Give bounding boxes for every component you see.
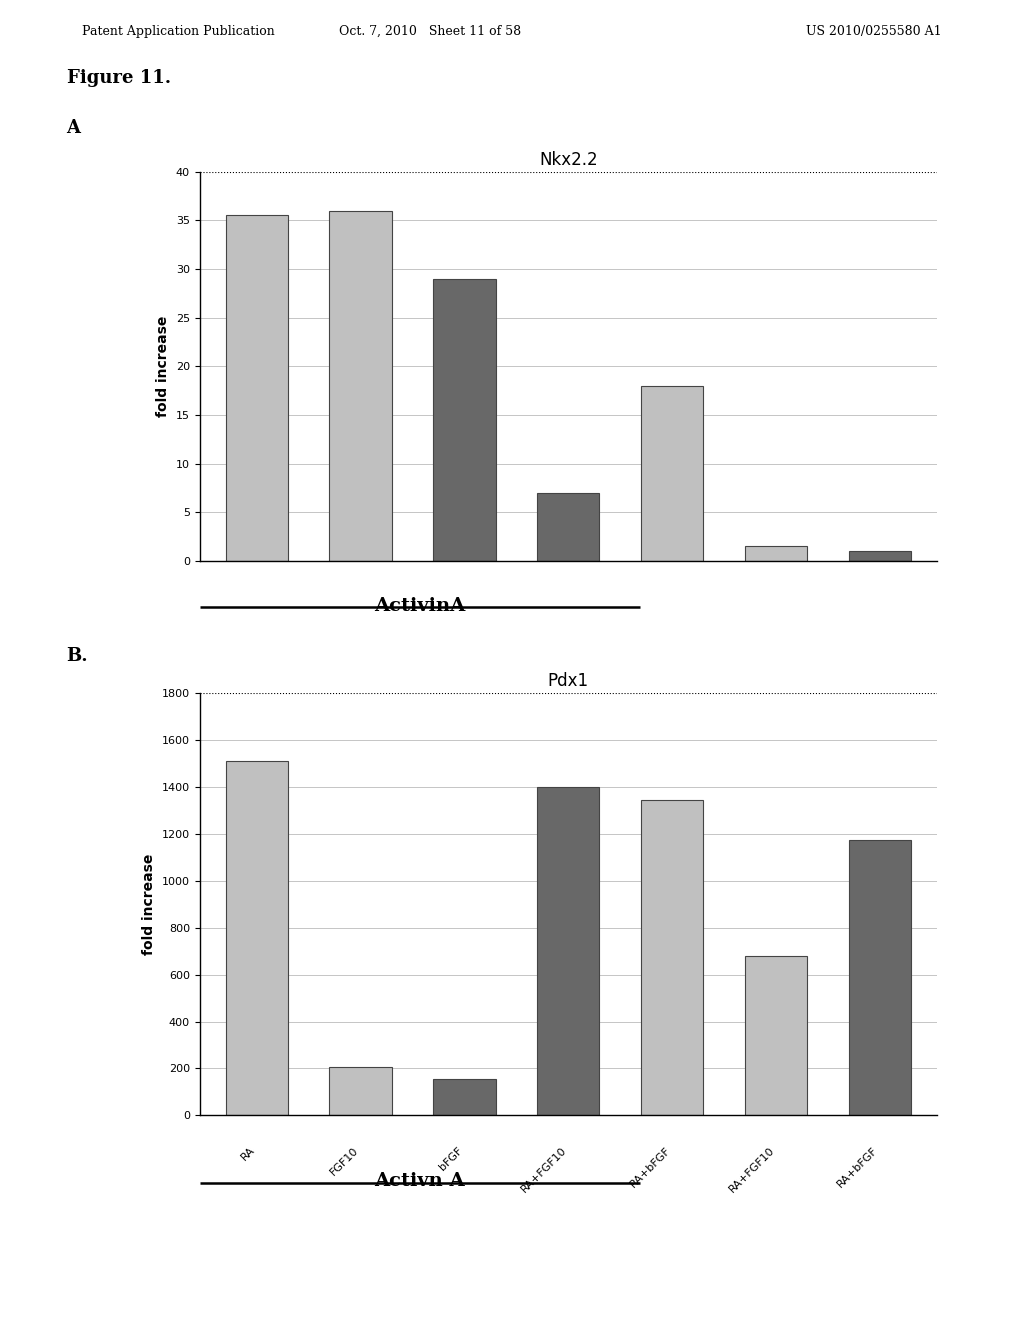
Text: Patent Application Publication: Patent Application Publication xyxy=(82,25,274,38)
Text: RA: RA xyxy=(240,1146,257,1163)
Text: RA+bFGF: RA+bFGF xyxy=(836,1146,880,1189)
Bar xyxy=(849,840,911,1115)
Bar xyxy=(433,1078,496,1115)
Bar xyxy=(641,385,703,561)
Text: RA+FGF10: RA+FGF10 xyxy=(727,1146,776,1195)
Text: A: A xyxy=(67,119,81,137)
Text: RA+bFGF: RA+bFGF xyxy=(628,1146,672,1189)
Bar xyxy=(744,546,807,561)
Text: RA+FGF10: RA+FGF10 xyxy=(519,1146,568,1195)
Text: ActivinA: ActivinA xyxy=(374,597,466,615)
Bar xyxy=(641,800,703,1115)
Bar xyxy=(225,762,288,1115)
Text: Activn A: Activn A xyxy=(375,1172,465,1191)
Bar xyxy=(433,279,496,561)
Bar xyxy=(330,1068,392,1115)
Bar xyxy=(538,492,599,561)
Y-axis label: fold increase: fold increase xyxy=(142,854,157,954)
Text: Figure 11.: Figure 11. xyxy=(67,69,171,87)
Title: Pdx1: Pdx1 xyxy=(548,672,589,690)
Bar xyxy=(538,787,599,1115)
Text: B.: B. xyxy=(67,647,88,665)
Text: bFGF: bFGF xyxy=(437,1146,465,1172)
Text: US 2010/0255580 A1: US 2010/0255580 A1 xyxy=(807,25,942,38)
Y-axis label: fold increase: fold increase xyxy=(157,315,170,417)
Bar xyxy=(225,215,288,561)
Bar xyxy=(849,552,911,561)
Bar xyxy=(330,211,392,561)
Bar xyxy=(744,956,807,1115)
Title: Nkx2.2: Nkx2.2 xyxy=(539,150,598,169)
Text: Oct. 7, 2010   Sheet 11 of 58: Oct. 7, 2010 Sheet 11 of 58 xyxy=(339,25,521,38)
Text: FGF10: FGF10 xyxy=(329,1146,360,1177)
